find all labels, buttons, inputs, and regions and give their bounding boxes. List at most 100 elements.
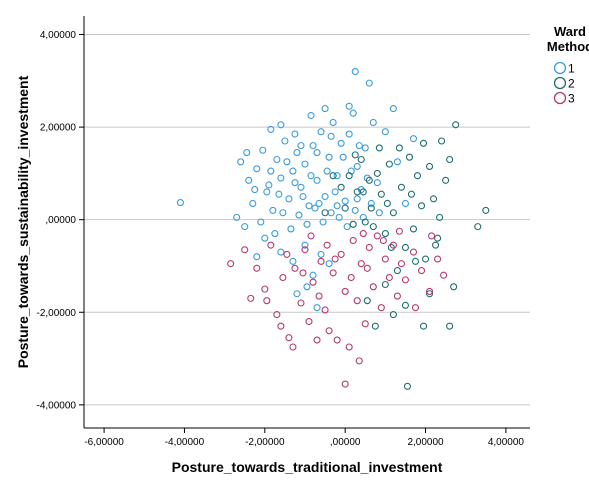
point-series-1 [373,179,381,187]
point-series-3 [325,327,333,335]
point-series-3 [411,304,420,312]
point-series-1 [313,304,321,312]
point-series-1 [311,204,319,212]
point-series-1 [253,253,261,261]
point-series-2 [401,301,409,309]
point-series-1 [261,234,269,242]
point-series-2 [389,209,397,217]
point-series-1 [345,130,353,138]
point-series-3 [253,264,261,272]
y-tick-label: ,00000 [45,215,76,226]
point-series-2 [436,213,444,221]
point-series-2 [421,255,430,263]
point-series-3 [361,320,369,328]
point-series-2 [365,176,373,184]
point-series-1 [243,149,251,157]
y-axis-title: Posture_towards_sustainability_investmen… [15,75,31,368]
point-series-1 [343,223,351,231]
point-series-3 [273,311,281,319]
point-series-2 [369,223,377,231]
point-series-1 [351,68,359,76]
point-series-1 [267,167,275,175]
point-series-1 [351,206,359,214]
point-series-3 [365,243,373,252]
legend-label-3: 3 [568,92,575,106]
point-series-3 [323,241,331,249]
point-series-1 [263,188,271,196]
point-series-1 [259,146,267,154]
point-series-1 [257,218,265,226]
point-series-2 [345,172,353,180]
point-series-2 [371,322,379,330]
point-series-3 [425,287,434,295]
x-axis-title: Posture_towards_traditional_investment [172,459,443,475]
point-series-3 [349,236,357,245]
point-series-2 [359,188,367,196]
point-series-2 [341,204,349,212]
point-series-1 [253,165,261,173]
point-series-3 [353,297,361,305]
point-series-3 [289,343,297,351]
point-series-3 [359,230,367,238]
point-series-1 [333,172,341,180]
y-tick-label: -2,00000 [37,308,77,319]
point-series-3 [385,274,393,282]
point-series-1 [277,174,285,182]
point-series-1 [277,248,285,256]
point-series-1 [381,128,389,136]
point-series-1 [265,181,273,189]
point-series-1 [323,167,331,175]
point-series-1 [297,183,305,191]
point-series-2 [375,144,383,152]
point-series-3 [409,248,418,256]
point-series-1 [233,213,241,221]
point-series-2 [387,243,395,252]
point-series-2 [349,220,357,228]
point-series-3 [307,232,315,240]
point-series-3 [329,269,337,277]
point-series-1 [369,118,377,127]
point-series-2 [363,297,371,305]
point-series-2 [393,267,401,275]
point-series-1 [301,241,309,249]
point-series-1 [341,197,349,205]
point-series-1 [295,211,303,219]
point-series-3 [395,227,403,235]
point-series-1 [317,250,325,258]
point-series-1 [303,283,311,291]
point-series-2 [409,225,418,233]
point-series-2 [381,280,389,289]
point-series-1 [309,142,317,150]
point-series-1 [353,162,361,170]
point-series-3 [363,264,371,272]
point-series-3 [341,287,349,295]
point-series-1 [287,225,295,233]
point-series-1 [241,223,249,231]
point-series-3 [355,357,363,365]
point-series-2 [373,169,381,177]
point-series-1 [329,118,337,127]
point-series-3 [434,255,442,263]
point-series-3 [440,271,448,279]
point-series-2 [361,218,369,226]
point-series-1 [331,188,339,196]
point-series-3 [397,260,405,268]
point-series-2 [446,155,454,164]
point-series-1 [301,160,309,168]
y-tick-label: -4,00000 [37,400,77,411]
point-series-1 [307,111,315,120]
point-series-1 [285,195,293,203]
point-series-3 [241,246,249,254]
point-series-3 [333,336,341,344]
point-series-1 [289,167,297,175]
point-series-3 [267,241,275,249]
point-series-1 [267,125,275,133]
y-tick-label: 2,00000 [40,123,77,134]
point-series-1 [335,213,343,221]
point-series-1 [313,149,321,157]
point-series-2 [401,243,409,252]
point-series-3 [428,232,436,240]
point-series-1 [281,137,289,145]
point-series-3 [283,250,291,258]
